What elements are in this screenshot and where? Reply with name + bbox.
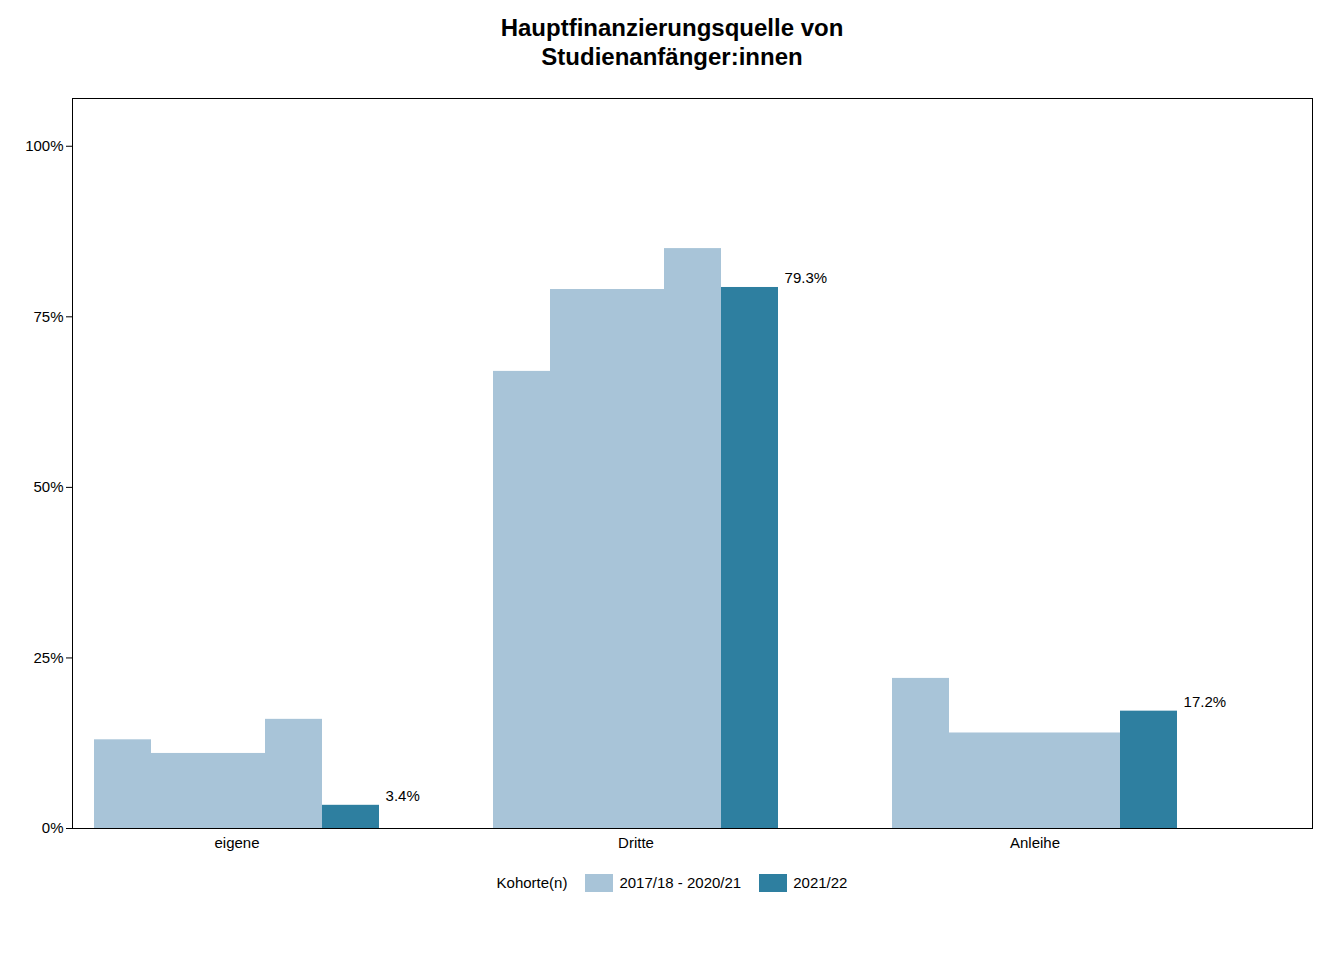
svg-text:3.4%: 3.4% (386, 787, 420, 804)
svg-text:79.3%: 79.3% (785, 269, 828, 286)
svg-text:Anleihe: Anleihe (1010, 834, 1060, 851)
svg-text:Dritte: Dritte (618, 834, 654, 851)
svg-text:0%: 0% (42, 819, 64, 836)
html-text:2021/22: 2021/22 (793, 874, 848, 892)
html-text:2017/18 - 2020/21: 2017/18 - 2020/21 (619, 874, 742, 892)
svg-text:50%: 50% (33, 478, 63, 495)
svg-text:100%: 100% (25, 137, 63, 154)
html-text:Hauptfinanzierungsquelle von S: Hauptfinanzierungsquelle von Studienanfä… (500, 14, 844, 70)
svg-text:25%: 25% (33, 648, 63, 665)
svg-text:17.2%: 17.2% (1184, 693, 1227, 710)
html-text:Kohorte(n): Kohorte(n) (496, 874, 568, 892)
svg-text:eigene: eigene (214, 834, 259, 851)
svg-text:75%: 75% (33, 307, 63, 324)
